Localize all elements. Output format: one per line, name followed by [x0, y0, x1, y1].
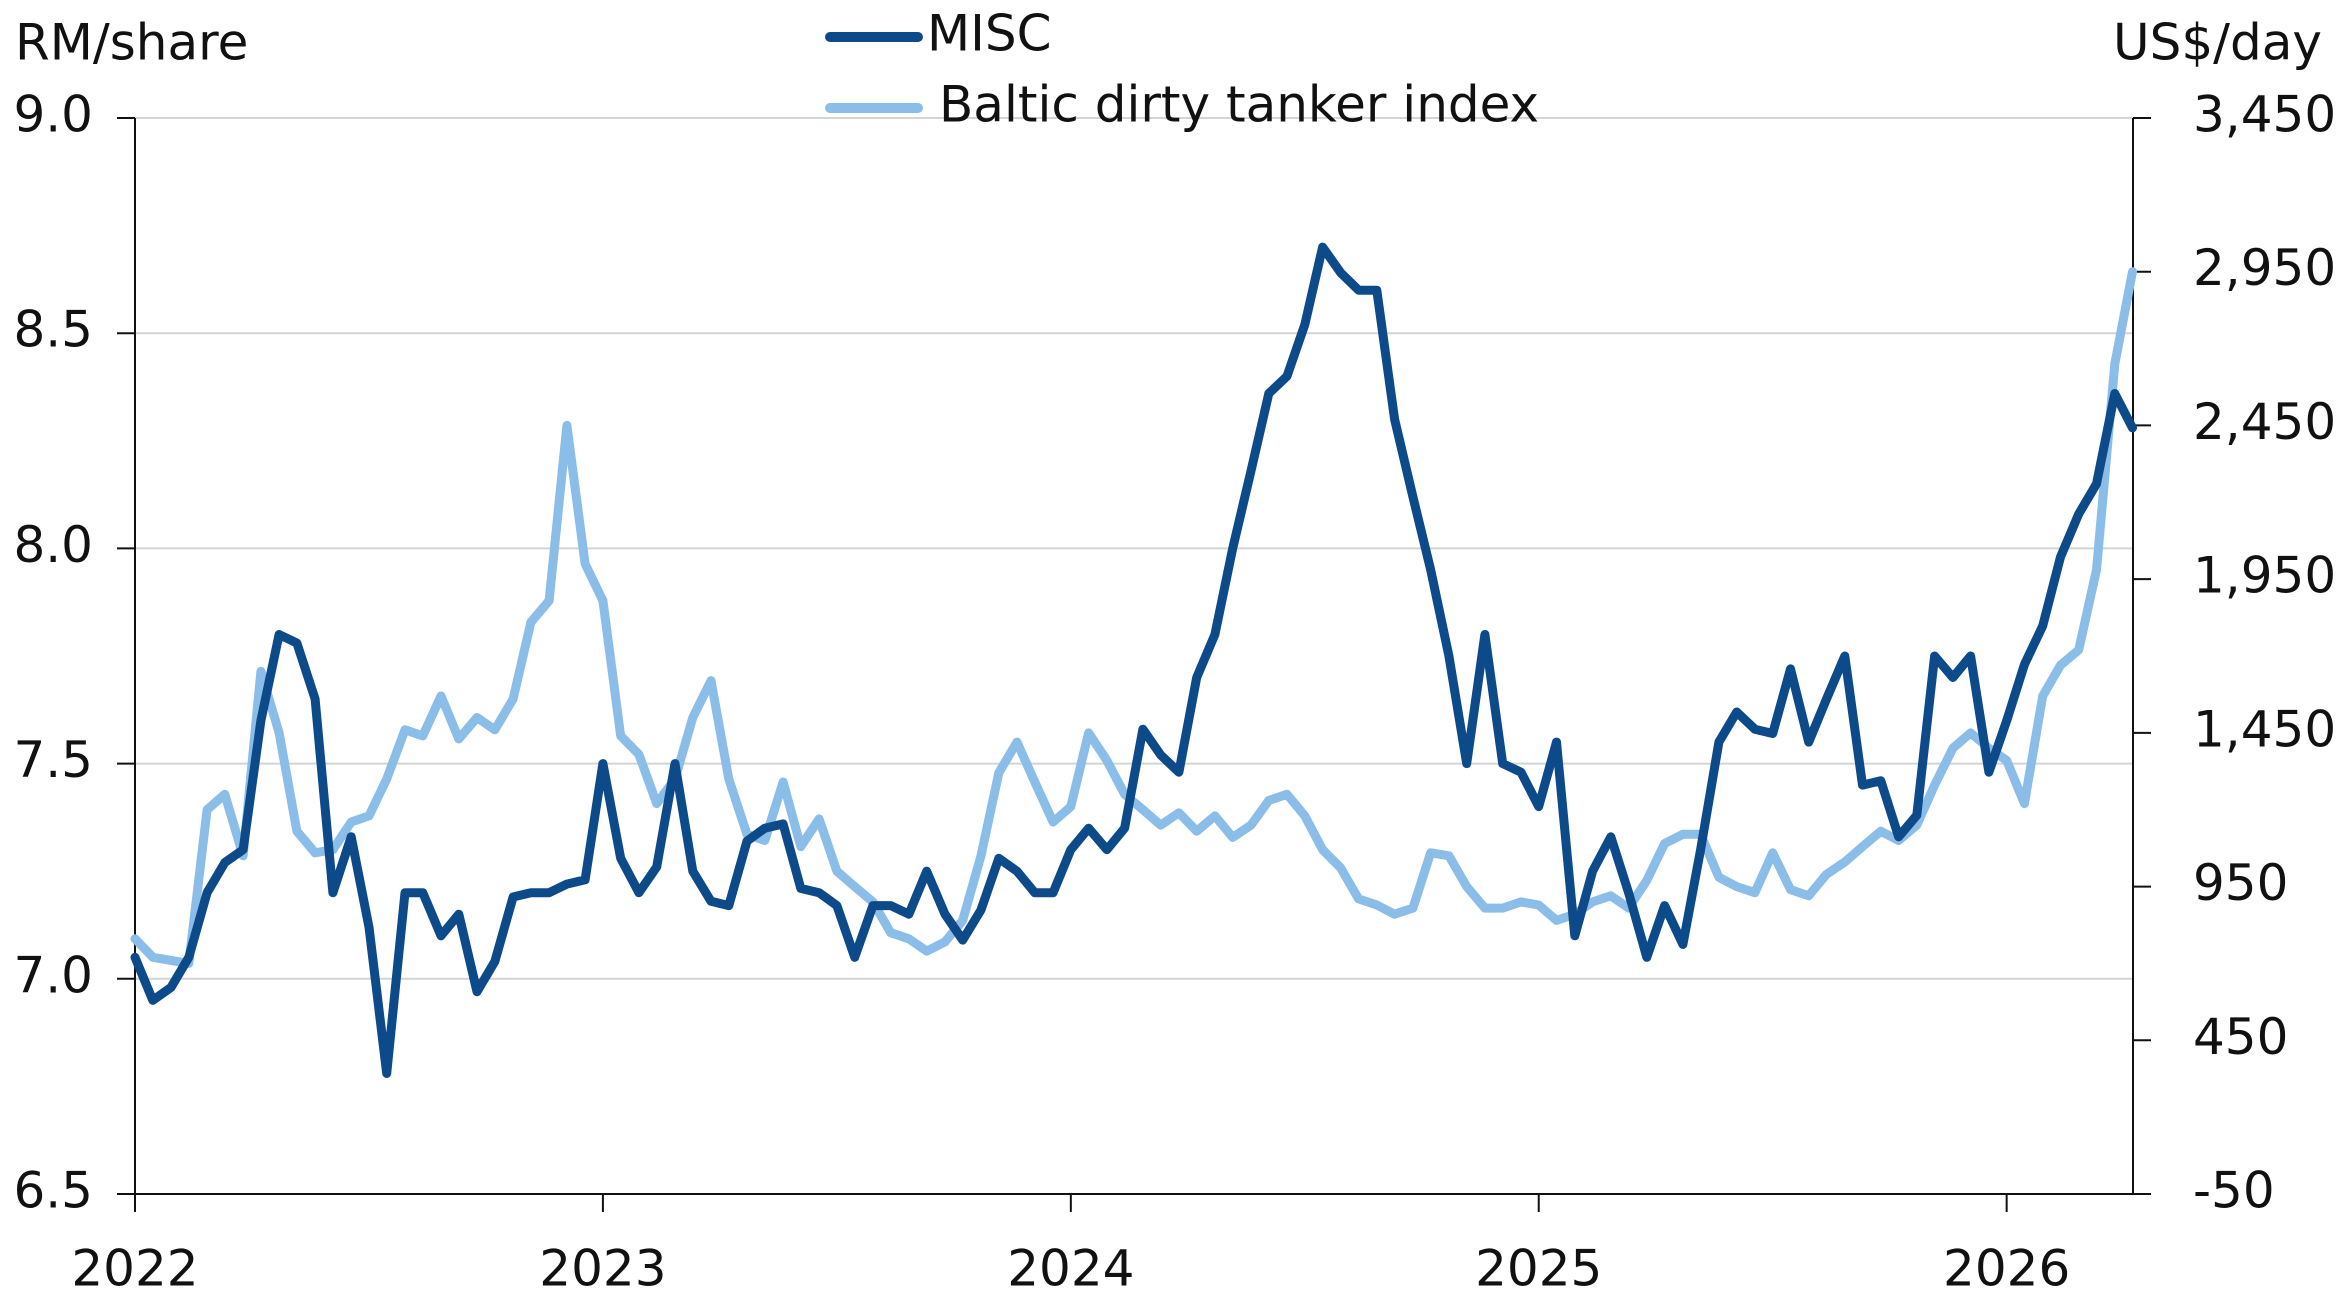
y-tick-label: 6.5: [13, 1162, 93, 1220]
y-tick-label: 8.5: [13, 301, 93, 359]
x-tick-label: 2022: [71, 1240, 198, 1298]
y2-tick-label: 950: [2193, 854, 2288, 912]
y-tick-label: 9.0: [13, 86, 93, 144]
x-tick-label: 2024: [1007, 1240, 1134, 1298]
y2-tick-label: 3,450: [2193, 86, 2336, 144]
legend-label: Baltic dirty tanker index: [939, 76, 1539, 134]
y2-tick-label: 1,450: [2193, 700, 2336, 758]
y-axis-label: RM/share: [15, 14, 248, 72]
y2-tick-label: -50: [2193, 1162, 2275, 1220]
y2-tick-label: 1,950: [2193, 547, 2336, 605]
y2-axis-label: US$/day: [2113, 14, 2322, 72]
y-tick-label: 7.5: [13, 731, 93, 789]
x-tick-label: 2023: [539, 1240, 666, 1298]
series-line: [130, 267, 2137, 968]
y2-tick-label: 450: [2193, 1008, 2288, 1066]
y-tick-label: 8.0: [13, 516, 93, 574]
x-tick-label: 2026: [1943, 1240, 2070, 1298]
y-tick-label: 7.0: [13, 946, 93, 1004]
series-line: [130, 242, 2137, 1078]
y2-tick-label: 2,950: [2193, 239, 2336, 297]
legend-label: MISC: [927, 5, 1052, 63]
x-tick-label: 2025: [1475, 1240, 1602, 1298]
y2-tick-label: 2,450: [2193, 393, 2336, 451]
